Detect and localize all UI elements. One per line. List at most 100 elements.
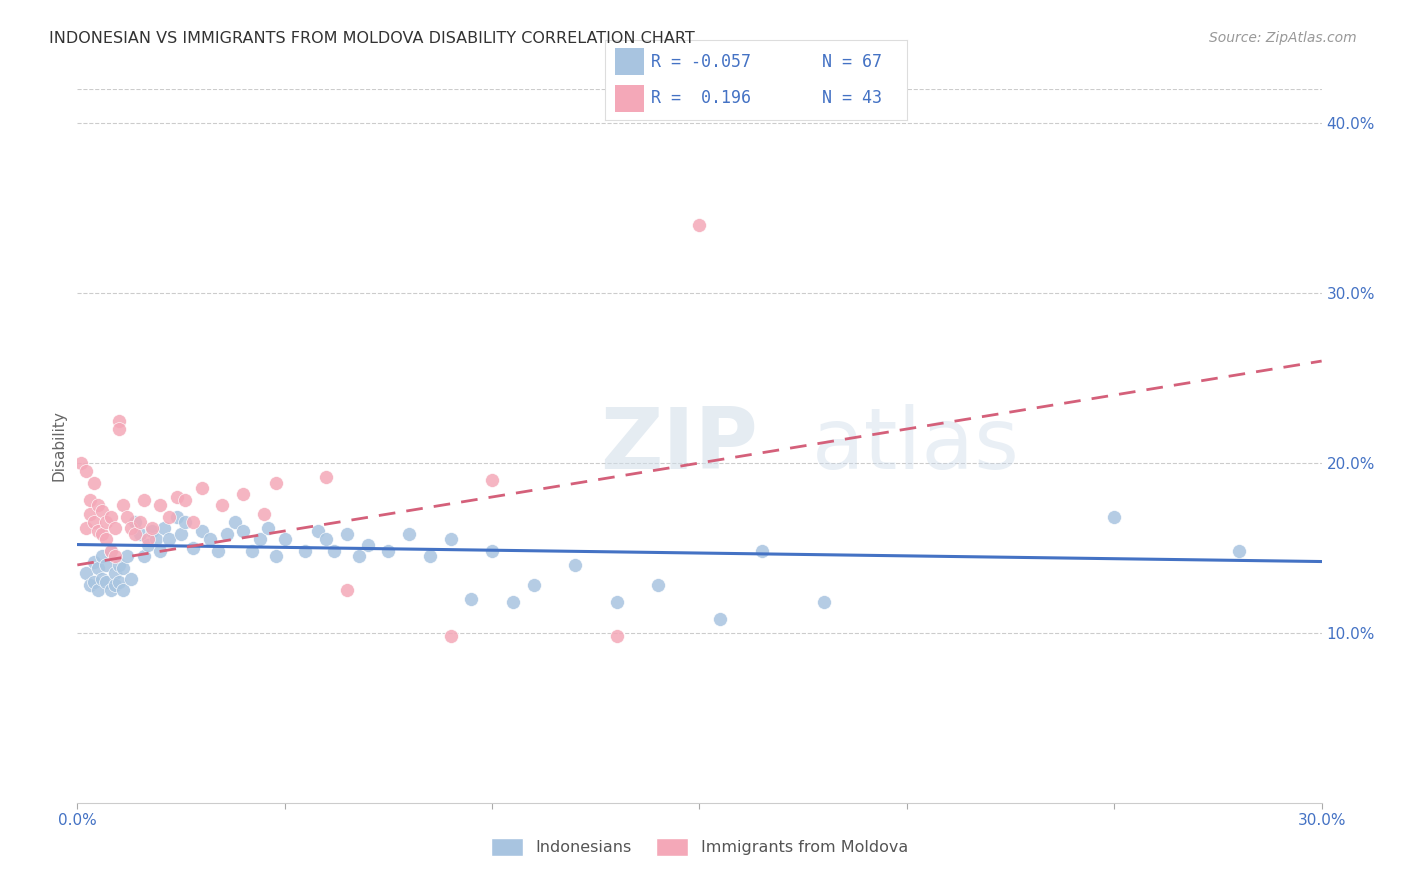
Point [294, 544, 316, 558]
Point [689, 218, 711, 232]
Point [141, 524, 163, 538]
Point [83, 555, 105, 569]
Point [166, 510, 188, 524]
Point [249, 533, 271, 547]
Point [70, 456, 93, 470]
Point [100, 510, 122, 524]
Point [349, 549, 371, 564]
Point [124, 516, 146, 530]
Point [198, 533, 221, 547]
Point [115, 549, 138, 564]
Point [128, 527, 150, 541]
Point [357, 537, 380, 551]
Point [111, 583, 134, 598]
Point [315, 469, 337, 483]
Point [149, 499, 172, 513]
Point [91, 503, 114, 517]
Point [75, 520, 97, 534]
Point [183, 541, 205, 555]
Point [273, 533, 295, 547]
Point [190, 482, 214, 496]
Point [75, 566, 97, 581]
Point [132, 549, 155, 564]
Point [647, 578, 669, 592]
Point [107, 558, 129, 572]
Point [100, 544, 122, 558]
Point [104, 566, 127, 581]
Point [183, 516, 205, 530]
Text: N = 43: N = 43 [823, 89, 882, 107]
Point [91, 572, 114, 586]
Point [87, 583, 110, 598]
Point [149, 544, 172, 558]
Point [79, 578, 101, 592]
Point [128, 516, 150, 530]
Point [419, 549, 441, 564]
Point [439, 629, 461, 643]
Text: R =  0.196: R = 0.196 [651, 89, 751, 107]
Point [813, 595, 835, 609]
Text: Source: ZipAtlas.com: Source: ZipAtlas.com [1209, 31, 1357, 45]
Point [460, 591, 482, 606]
Point [120, 520, 142, 534]
Point [253, 507, 276, 521]
Point [323, 544, 346, 558]
Point [232, 486, 254, 500]
Point [1102, 510, 1125, 524]
Point [83, 574, 105, 589]
Point [87, 524, 110, 538]
Y-axis label: Disability: Disability [51, 410, 66, 482]
Point [107, 422, 129, 436]
Point [79, 507, 101, 521]
Point [157, 533, 180, 547]
Point [111, 499, 134, 513]
Point [751, 544, 773, 558]
Legend: Indonesians, Immigrants from Moldova: Indonesians, Immigrants from Moldova [485, 831, 914, 863]
Point [439, 533, 461, 547]
Point [100, 544, 122, 558]
Point [1227, 544, 1250, 558]
Point [257, 520, 280, 534]
Point [564, 558, 586, 572]
Point [87, 561, 110, 575]
Point [606, 629, 628, 643]
Text: N = 67: N = 67 [823, 54, 882, 71]
Point [174, 493, 197, 508]
Point [141, 520, 163, 534]
Point [377, 544, 399, 558]
Point [307, 524, 329, 538]
Point [398, 527, 420, 541]
Point [124, 527, 146, 541]
Point [96, 533, 118, 547]
Point [606, 595, 628, 609]
Point [315, 533, 337, 547]
Point [215, 527, 238, 541]
Point [96, 558, 118, 572]
Point [91, 549, 114, 564]
Point [96, 574, 118, 589]
Point [83, 476, 105, 491]
Point [170, 527, 193, 541]
Point [336, 527, 359, 541]
Point [79, 493, 101, 508]
Point [145, 533, 167, 547]
Point [132, 493, 155, 508]
Point [266, 549, 288, 564]
Point [115, 510, 138, 524]
Text: INDONESIAN VS IMMIGRANTS FROM MOLDOVA DISABILITY CORRELATION CHART: INDONESIAN VS IMMIGRANTS FROM MOLDOVA DI… [49, 31, 695, 46]
Point [104, 520, 127, 534]
Point [481, 544, 503, 558]
Point [502, 595, 524, 609]
Point [174, 516, 197, 530]
Point [240, 544, 263, 558]
Point [107, 574, 129, 589]
Point [75, 465, 97, 479]
Point [111, 561, 134, 575]
Bar [616, 48, 644, 76]
Point [166, 490, 188, 504]
Point [100, 583, 122, 598]
Point [523, 578, 546, 592]
Point [104, 549, 127, 564]
Point [224, 516, 246, 530]
Text: R = -0.057: R = -0.057 [651, 54, 751, 71]
